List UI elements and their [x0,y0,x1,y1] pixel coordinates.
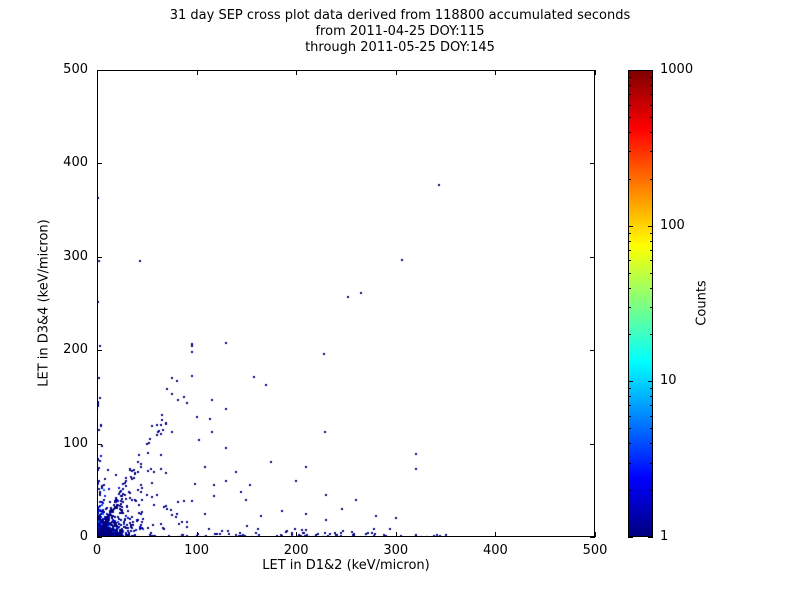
x-axis-label: LET in D1&2 (keV/micron) [262,558,430,573]
x-tick-label: 100 [184,543,209,558]
colorbar-tick-label: 1 [660,529,669,544]
title-line-1: 31 day SEP cross plot data derived from … [169,8,631,23]
y-tick-label: 400 [63,155,88,171]
y-tick-label: 0 [79,529,88,544]
title-line-2: from 2011-04-25 DOY:115 [315,24,485,39]
chart-title: 31 day SEP cross plot data derived from … [0,8,800,56]
y-axis-label: LET in D3&4 (keV/micron) [36,219,52,387]
colorbar-tick-label: 100 [660,217,685,233]
x-tick-label: 300 [383,543,409,558]
x-tick-label: 500 [582,543,608,558]
y-tick-label: 300 [63,248,88,264]
x-tick-label: 200 [283,543,309,558]
colorbar-tick-label: 1000 [660,62,694,77]
y-tick-label: 200 [63,342,88,358]
colorbar-label: Counts [694,280,710,326]
scatter-plot-canvas [97,70,595,537]
x-tick-label: 0 [92,543,102,558]
y-tick-label: 100 [63,435,88,451]
colorbar [628,70,653,537]
title-line-3: through 2011-05-25 DOY:145 [305,40,495,55]
x-tick-label: 400 [482,543,508,558]
colorbar-tick-label: 10 [660,373,677,389]
y-tick-label: 500 [63,62,88,77]
